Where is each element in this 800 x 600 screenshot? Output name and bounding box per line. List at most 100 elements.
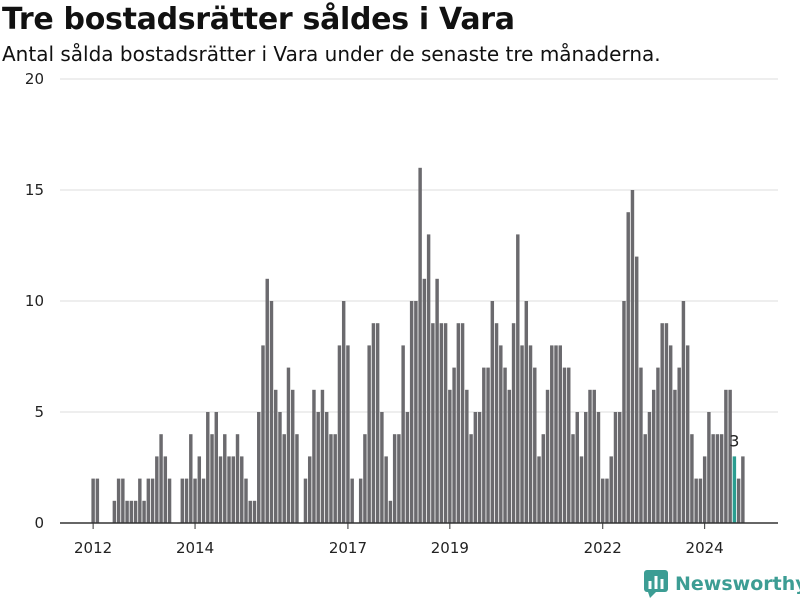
bar-series <box>91 167 745 524</box>
y-tick-label: 10 <box>25 292 44 310</box>
bar <box>465 389 469 523</box>
bar <box>460 323 465 523</box>
bar <box>660 323 664 523</box>
bar <box>711 434 715 523</box>
bar <box>426 234 431 523</box>
bar <box>286 367 291 523</box>
bar <box>307 456 312 523</box>
x-axis <box>60 522 778 529</box>
bar <box>257 412 261 523</box>
bar <box>439 323 444 523</box>
bar <box>605 478 609 523</box>
bar <box>541 434 546 523</box>
bar <box>516 234 520 523</box>
bar <box>443 323 448 523</box>
bar <box>341 301 346 523</box>
bar <box>482 367 486 523</box>
bar <box>184 478 189 523</box>
bar <box>418 167 422 524</box>
brand-name: Newsworthy <box>675 573 800 595</box>
bar <box>469 434 473 523</box>
bar <box>520 345 524 523</box>
bar <box>431 323 435 523</box>
bar <box>129 500 134 523</box>
bar <box>167 478 172 523</box>
x-tick-label: 2012 <box>74 539 112 557</box>
bar <box>363 434 367 523</box>
bar <box>499 345 503 523</box>
bar <box>265 278 269 523</box>
bar <box>609 456 613 523</box>
bar <box>405 412 410 523</box>
bar <box>448 389 452 523</box>
bar <box>617 412 622 523</box>
highlight-bar <box>732 456 737 523</box>
bar <box>668 345 673 523</box>
bar <box>218 456 223 523</box>
bar <box>622 301 626 523</box>
bar <box>214 412 219 523</box>
bar <box>702 456 707 523</box>
bar <box>244 478 248 523</box>
bar <box>698 478 703 523</box>
bar <box>227 456 231 523</box>
bar <box>121 478 125 523</box>
bar <box>550 345 554 523</box>
bar <box>681 301 686 523</box>
bar <box>269 301 274 523</box>
bar <box>677 367 681 523</box>
bar <box>719 434 724 523</box>
bar <box>261 345 265 523</box>
bar <box>575 412 579 523</box>
bar <box>592 389 596 523</box>
bar <box>163 456 168 523</box>
axis-labels: 0 5 10 15 20 3 2012 2014 2017 2019 2022 2024 <box>25 70 740 557</box>
x-tick-label: 2017 <box>329 539 367 557</box>
bar <box>414 301 418 523</box>
bar <box>316 412 320 523</box>
bar <box>545 389 550 523</box>
bar <box>371 323 376 523</box>
bar <box>155 456 159 523</box>
bar <box>626 212 630 523</box>
bar <box>146 478 151 523</box>
bar <box>274 389 278 523</box>
bar <box>367 345 371 523</box>
bar <box>350 478 354 523</box>
bar <box>235 434 240 523</box>
bar <box>282 434 286 523</box>
bar <box>588 389 592 523</box>
bar <box>741 456 745 523</box>
bar <box>554 345 558 523</box>
brand-logo: Newsworthy <box>644 570 800 598</box>
bar <box>630 190 635 523</box>
bar <box>584 412 588 523</box>
bar <box>494 323 499 523</box>
bar <box>639 367 643 523</box>
bar <box>435 278 439 523</box>
bar <box>401 345 405 523</box>
bar <box>138 478 142 523</box>
bar <box>528 345 533 523</box>
bar <box>380 412 384 523</box>
bar <box>346 345 350 523</box>
bar <box>125 500 129 523</box>
bar <box>507 389 512 523</box>
bar <box>193 478 197 523</box>
bar <box>562 367 567 523</box>
bar <box>571 434 575 523</box>
bar <box>197 456 202 523</box>
bar <box>240 456 244 523</box>
bar <box>533 367 537 523</box>
bar <box>473 412 478 523</box>
bar <box>558 345 562 523</box>
bar <box>206 412 210 523</box>
bar <box>231 456 235 523</box>
bar <box>452 367 456 523</box>
bar <box>95 478 100 523</box>
bar <box>613 412 618 523</box>
y-tick-label: 0 <box>34 514 44 532</box>
bar <box>647 412 652 523</box>
bar <box>358 478 363 523</box>
